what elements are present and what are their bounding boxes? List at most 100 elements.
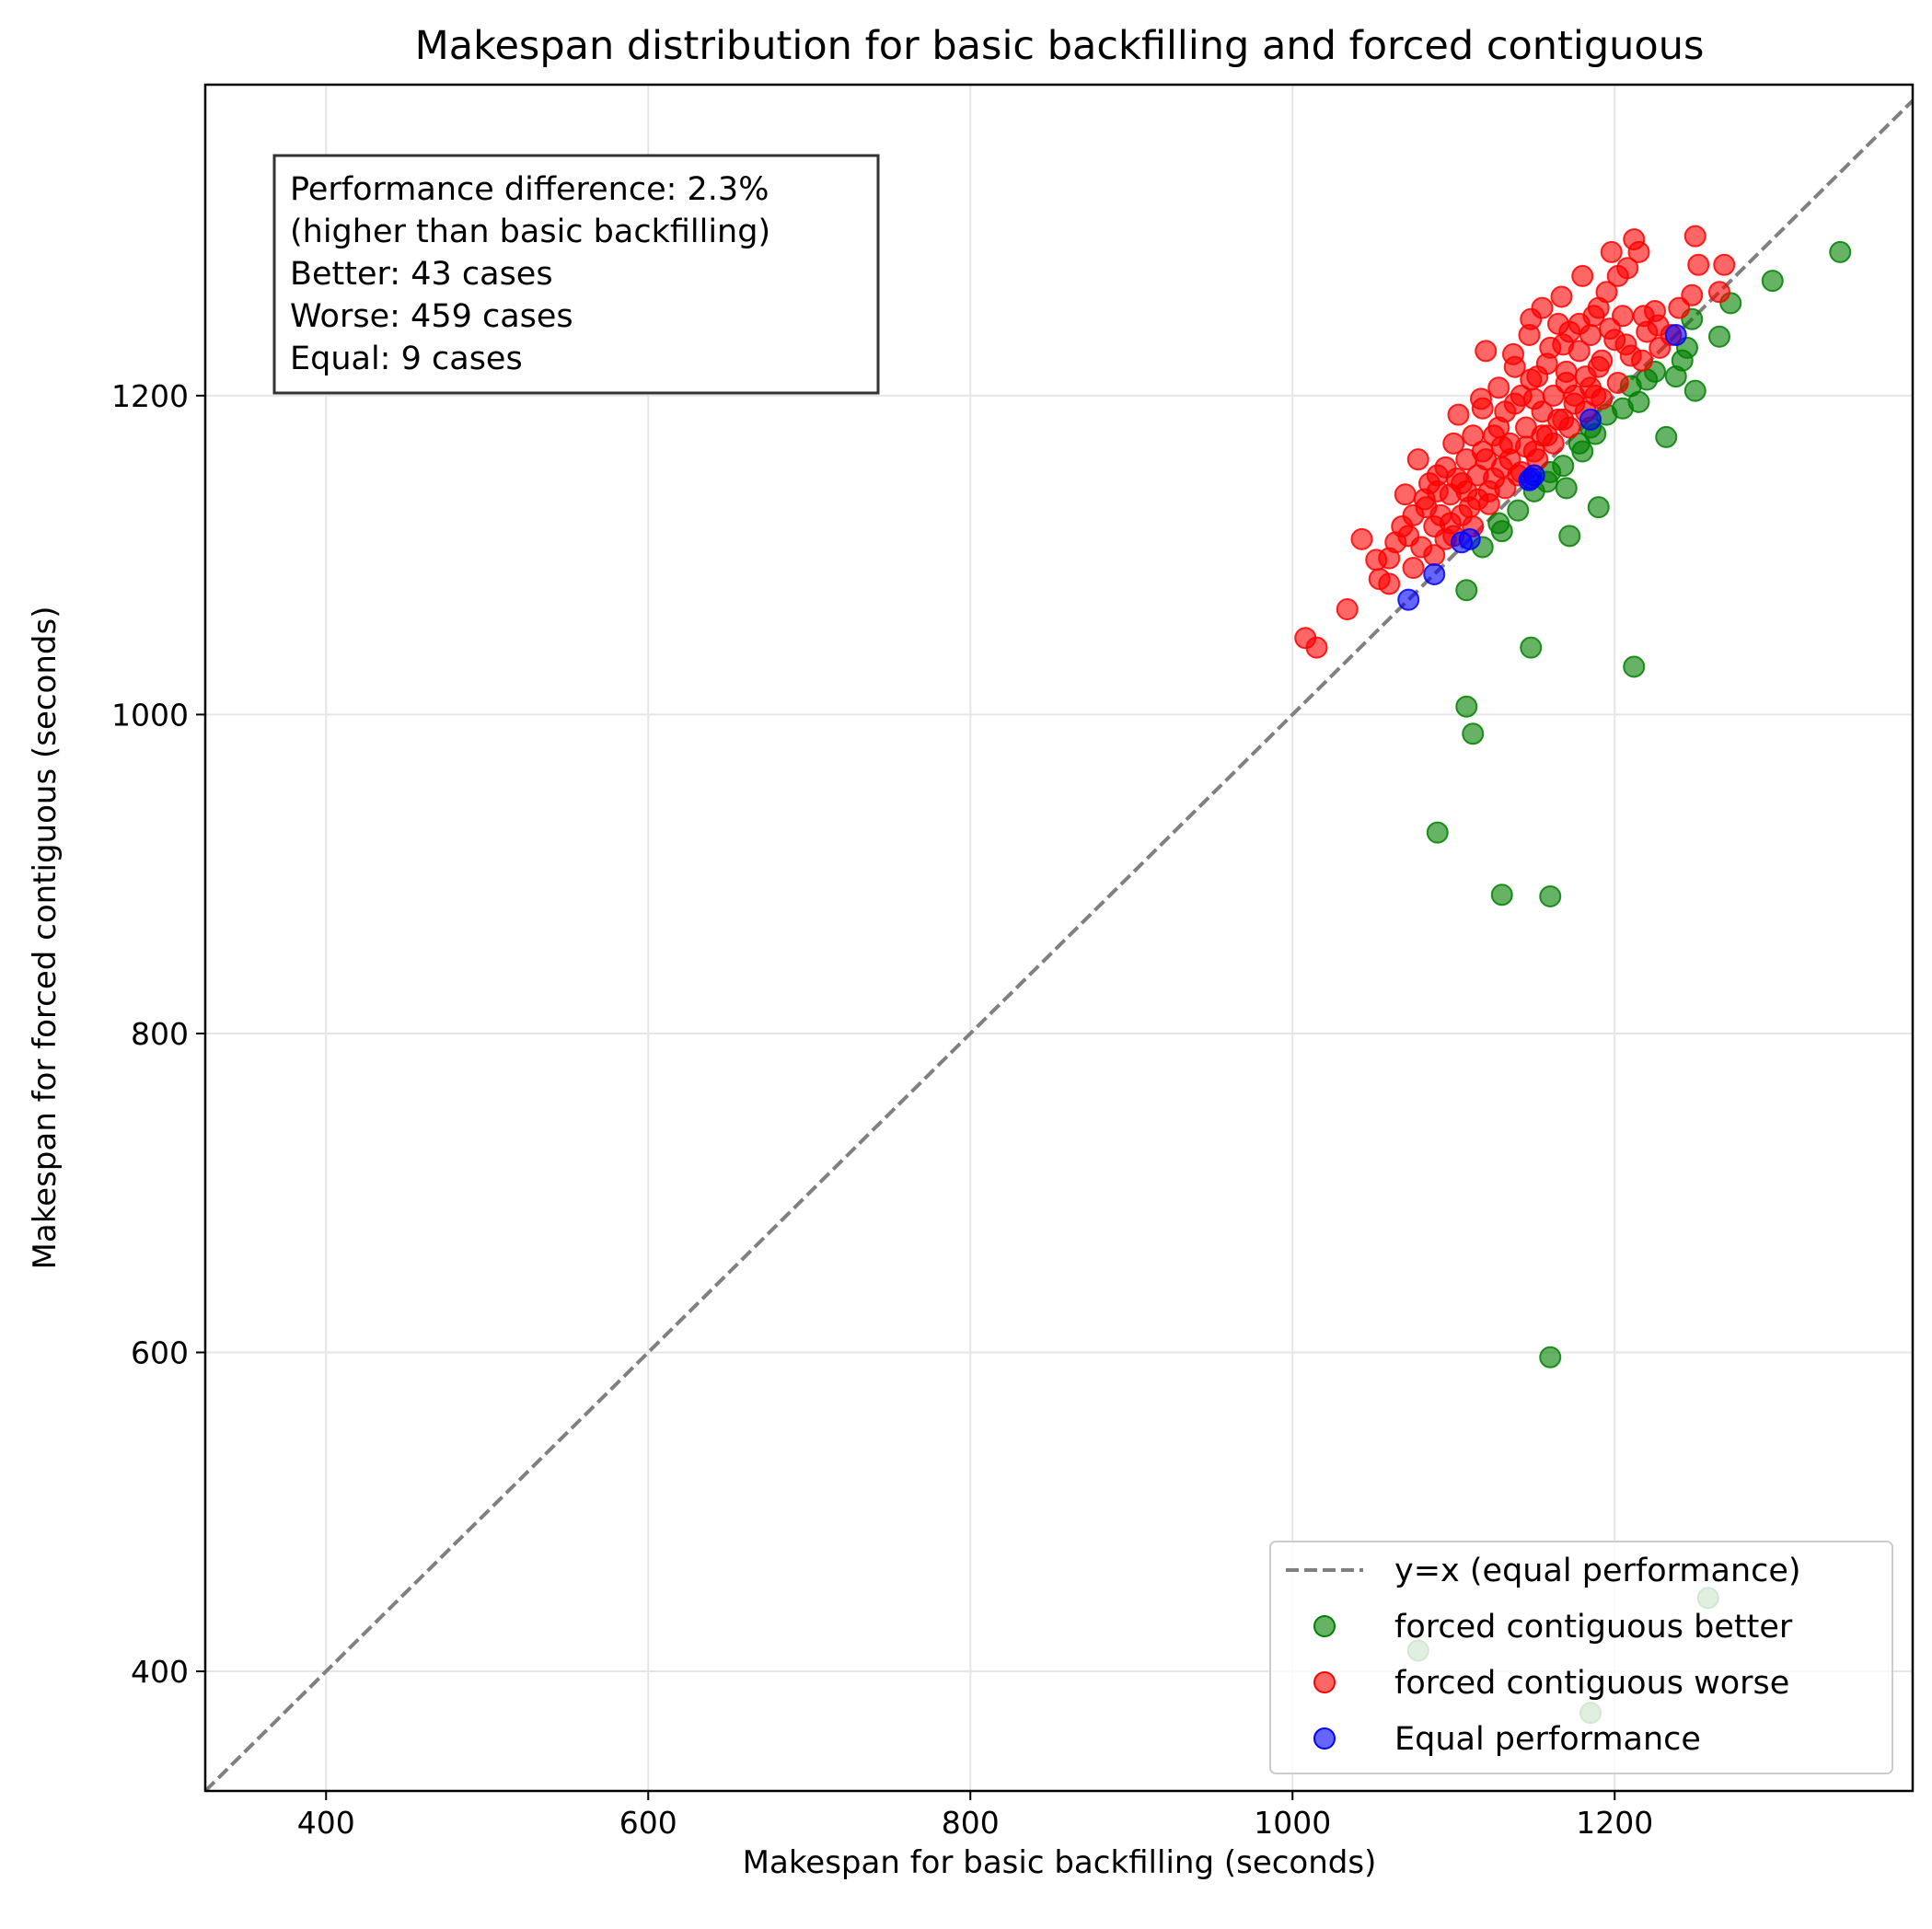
data-point	[1442, 432, 1465, 455]
data-point	[1475, 340, 1498, 363]
y-tick-label: 400	[131, 1654, 189, 1690]
data-point	[1555, 372, 1578, 395]
legend-label-equal: Equal performance	[1394, 1721, 1701, 1758]
data-point	[1397, 525, 1420, 548]
data-point	[1522, 387, 1545, 410]
data-point	[1423, 544, 1446, 567]
data-point	[1582, 305, 1605, 328]
series-1	[1294, 225, 1736, 659]
data-point	[1507, 499, 1530, 522]
data-point	[1595, 281, 1618, 304]
data-point	[1683, 379, 1706, 402]
data-point	[1579, 408, 1602, 431]
data-point	[1305, 636, 1328, 659]
data-point	[1477, 492, 1500, 515]
data-point	[1558, 416, 1581, 439]
data-point	[1439, 512, 1462, 535]
data-point	[1555, 477, 1578, 500]
data-point	[1518, 324, 1541, 347]
data-point	[1539, 884, 1562, 907]
data-point	[1550, 285, 1573, 308]
legend-frame	[1269, 1541, 1893, 1774]
data-point	[1558, 525, 1581, 548]
x-tick-label: 800	[942, 1805, 1000, 1841]
data-point	[1587, 496, 1610, 519]
data-point	[1614, 333, 1637, 356]
data-point	[1535, 352, 1558, 375]
reference-line-group	[203, 98, 1915, 1793]
data-point	[1455, 579, 1478, 602]
data-point	[1520, 368, 1543, 391]
data-point	[1490, 884, 1513, 907]
data-point	[1423, 562, 1446, 585]
legend-label-better: forced contiguous better	[1394, 1609, 1793, 1646]
data-point	[1490, 435, 1513, 458]
data-point	[1600, 240, 1623, 263]
legend-label-reference: y=x (equal performance)	[1394, 1553, 1801, 1589]
data-point	[1394, 483, 1417, 506]
data-point	[1761, 270, 1784, 293]
x-tick-label: 400	[297, 1805, 355, 1841]
data-point	[1494, 477, 1517, 500]
legend: y=x (equal performance) forced contiguou…	[1269, 1541, 1893, 1774]
data-point	[1531, 296, 1554, 319]
data-point	[1350, 527, 1373, 550]
data-point	[1470, 387, 1492, 410]
data-point	[1520, 636, 1543, 659]
x-tick-label: 1000	[1254, 1805, 1331, 1841]
data-point	[1552, 333, 1575, 356]
plot-frame	[203, 83, 1915, 1793]
y-tick-label: 1000	[111, 697, 189, 733]
info-line: Equal: 9 cases	[290, 341, 523, 377]
legend-marker-equal	[1313, 1727, 1336, 1750]
data-point	[1627, 240, 1650, 263]
legend-marker-better	[1313, 1615, 1336, 1637]
info-line: Better: 43 cases	[290, 256, 553, 293]
data-point	[1606, 372, 1629, 395]
data-point	[1591, 387, 1614, 410]
data-point	[1402, 557, 1425, 580]
data-point	[1647, 314, 1670, 337]
data-point	[1487, 512, 1510, 535]
data-point	[1713, 253, 1736, 276]
data-point	[1664, 324, 1687, 347]
data-point	[1502, 342, 1524, 365]
data-point	[1539, 1346, 1562, 1369]
reference-line	[203, 98, 1915, 1793]
data-point	[1587, 355, 1610, 378]
data-point	[1447, 403, 1470, 426]
y-axis-label: Makespan for forced contiguous (seconds)	[27, 606, 64, 1270]
data-point	[1623, 655, 1646, 678]
data-point	[1683, 225, 1706, 248]
data-point	[1687, 253, 1710, 276]
data-point	[1708, 325, 1730, 348]
data-point	[1426, 479, 1449, 502]
info-line: Worse: 459 cases	[290, 298, 573, 335]
data-point	[1445, 467, 1468, 490]
data-point	[1627, 390, 1650, 413]
data-point	[1336, 598, 1359, 621]
info-box-frame	[272, 154, 880, 395]
data-point	[1571, 264, 1594, 287]
data-point	[1616, 257, 1639, 280]
info-line: Performance difference: 2.3%	[290, 171, 769, 208]
x-tick-label: 1200	[1576, 1805, 1653, 1841]
data-point	[1708, 281, 1730, 304]
data-point	[1397, 588, 1420, 611]
data-point	[1406, 448, 1429, 471]
data-point	[1458, 527, 1481, 550]
x-axis-label: Makespan for basic backfilling (seconds)	[743, 1844, 1377, 1881]
data-point	[1571, 440, 1594, 463]
x-axis-ticks: 400 600 800 1000 1200	[297, 1791, 1653, 1841]
data-point	[1487, 416, 1510, 439]
chart-title: Makespan distribution for basic backfill…	[415, 23, 1705, 69]
data-point	[1655, 425, 1678, 448]
data-point	[1664, 365, 1687, 388]
y-tick-label: 1200	[111, 378, 189, 414]
y-axis-ticks: 400 600 800 1000 1200	[111, 378, 205, 1690]
legend-label-worse: forced contiguous worse	[1394, 1665, 1789, 1702]
data-points	[1294, 225, 1852, 1725]
data-point	[1542, 432, 1565, 455]
data-point	[1503, 392, 1526, 415]
legend-marker-worse	[1313, 1671, 1336, 1693]
